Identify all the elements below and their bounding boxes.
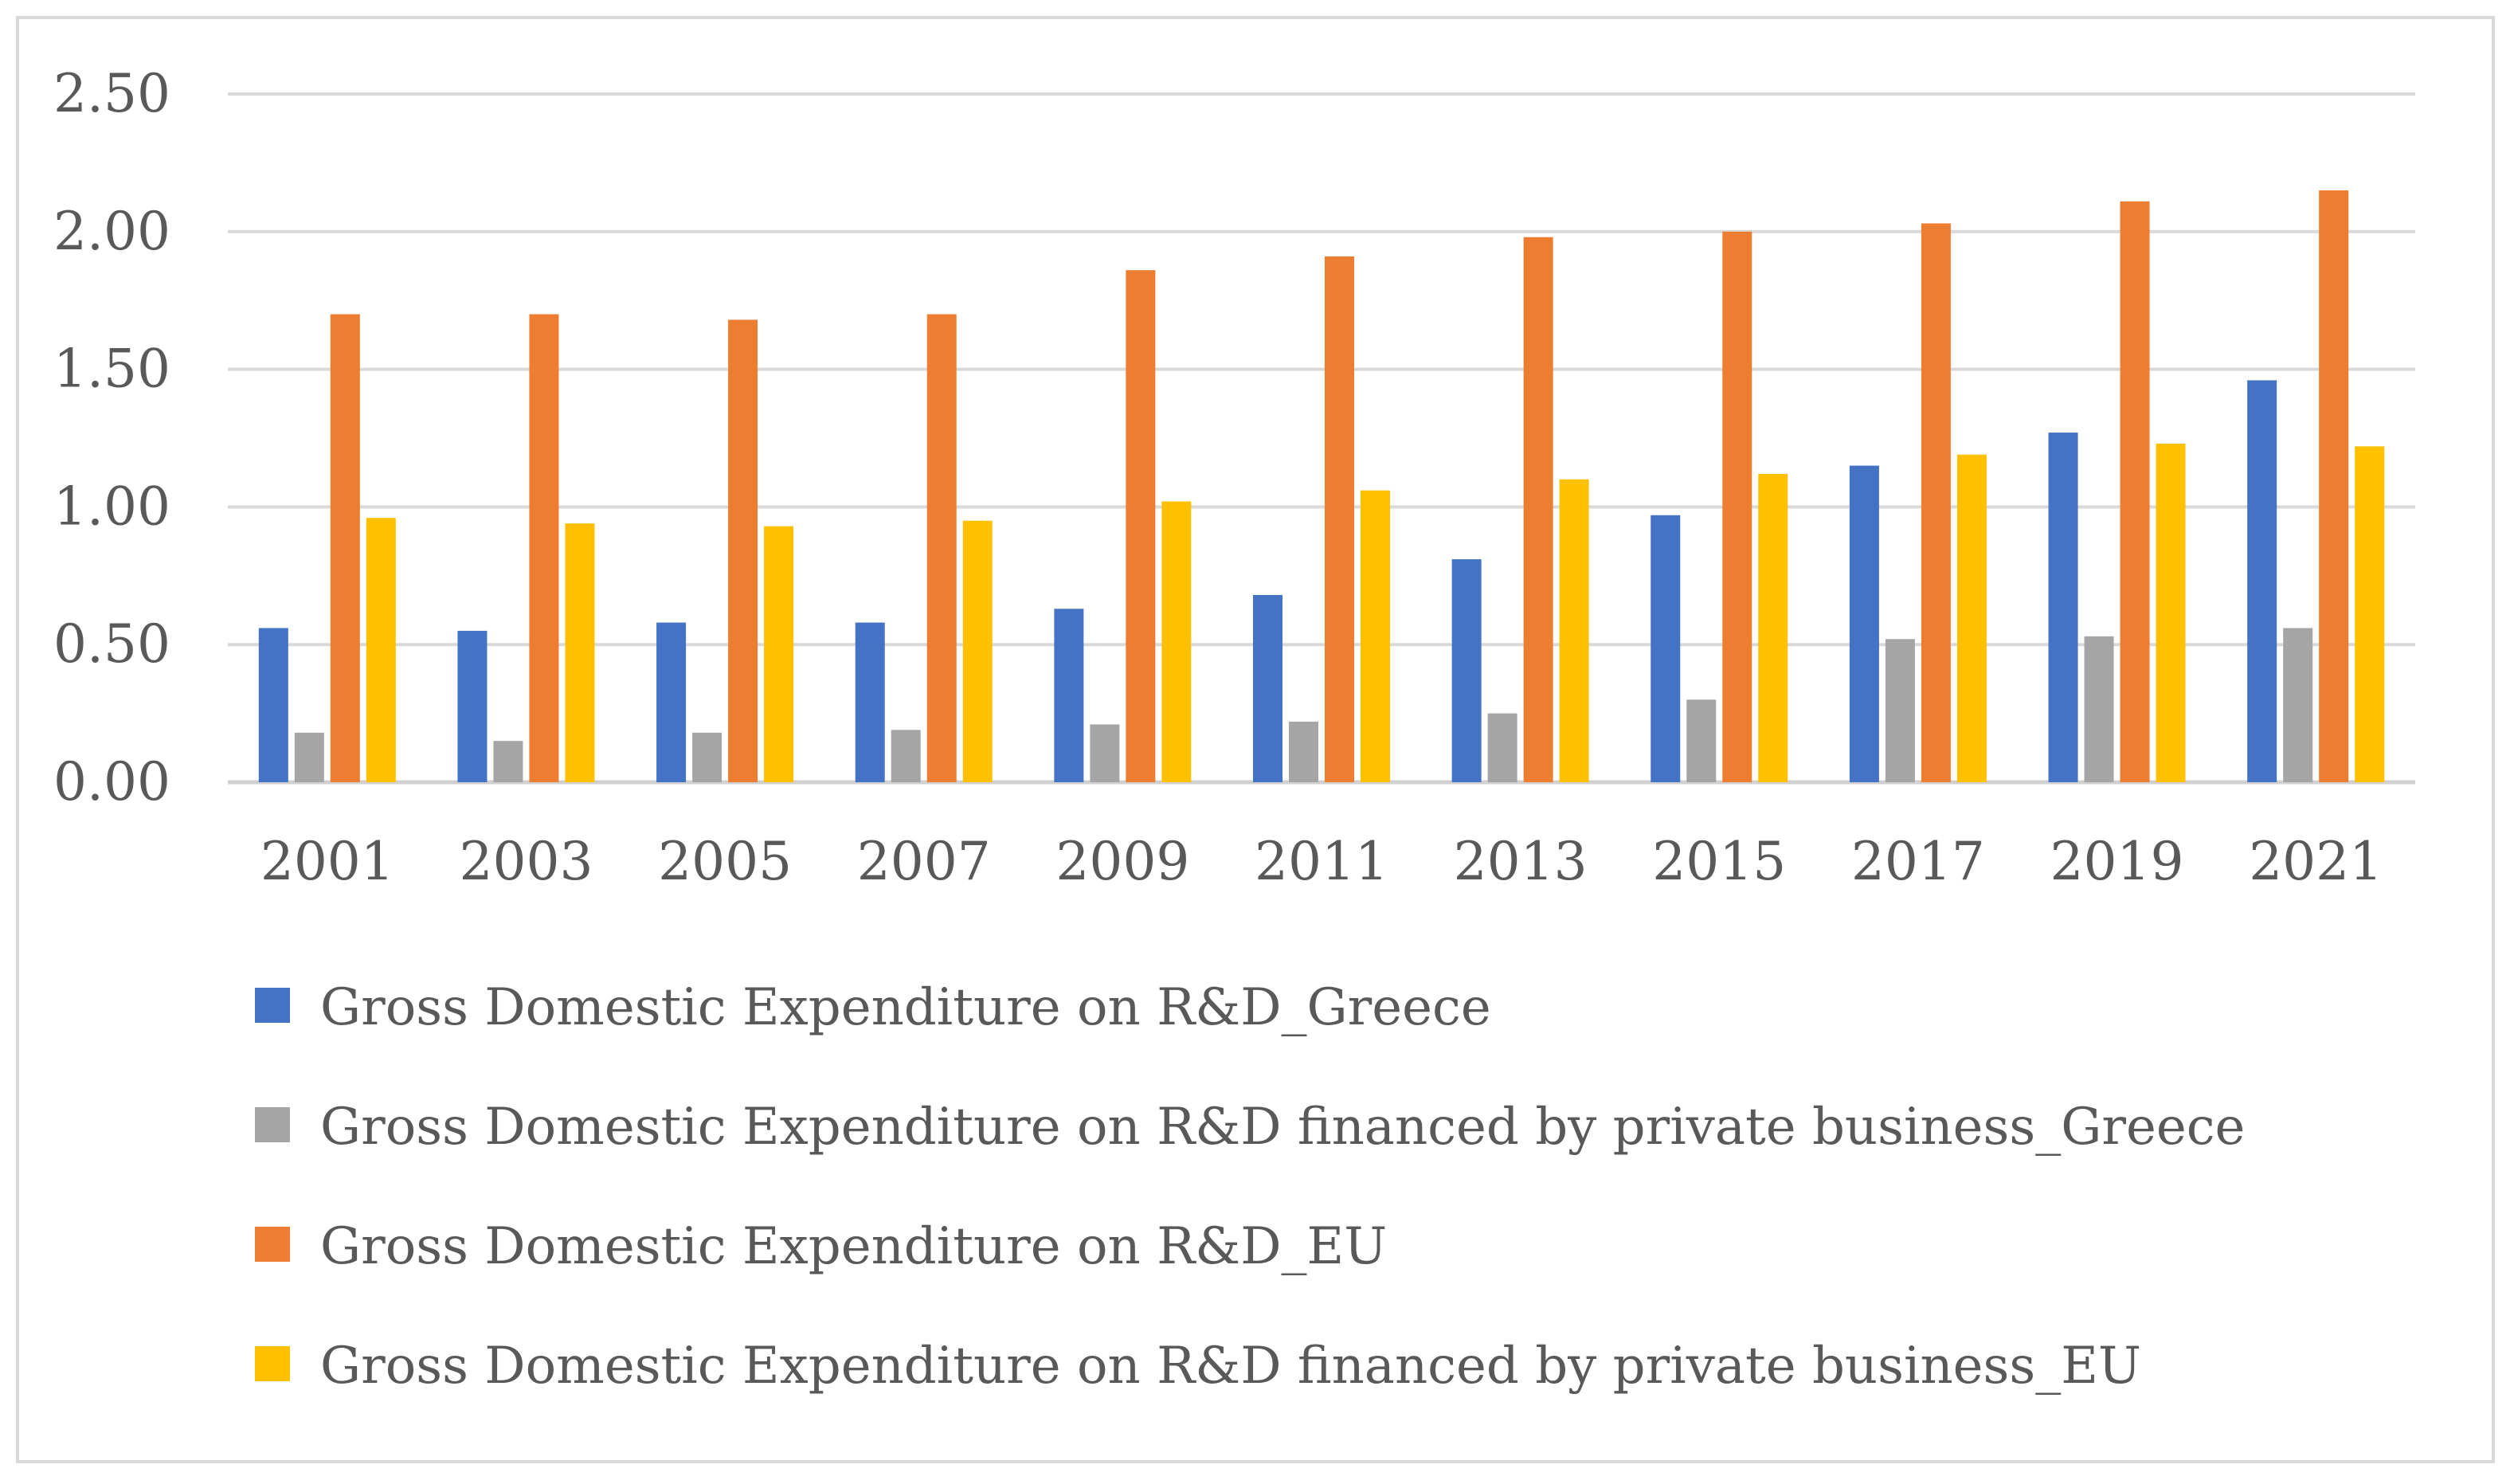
bar-2011-series-4 [1361, 490, 1390, 782]
bar-2007-series-4 [962, 520, 993, 782]
bar-2021-series-1 [2247, 380, 2277, 782]
bar-2019-series-4 [2156, 443, 2186, 782]
bar-2013-series-1 [1451, 559, 1482, 782]
x-tick-label: 2021 [2249, 831, 2383, 892]
bar-2021-series-2 [2283, 628, 2313, 782]
y-tick-label: 1.00 [53, 476, 170, 537]
bar-2019-series-1 [2048, 433, 2078, 782]
bar-2019-series-3 [2120, 201, 2150, 782]
x-tick-label: 2011 [1255, 831, 1388, 892]
bar-2005-series-1 [656, 622, 687, 782]
bar-chart: 0.000.501.001.502.002.50 2001 2003 2005 200… [53, 63, 2415, 1396]
legend-label: Gross Domestic Expenditure on R&D_Greece [320, 978, 1491, 1037]
chart-frame: 0.00 0.50 1.00 1.50 2.00 2.50 2001 2003 2005 200… [16, 16, 2495, 1463]
bar-2001-series-3 [330, 314, 360, 783]
bars [258, 190, 2385, 783]
bar-2007-series-2 [891, 730, 921, 782]
bar-2011-series-1 [1253, 594, 1282, 782]
bar-2003-series-3 [529, 314, 559, 783]
bar-2007-series-3 [926, 314, 957, 783]
y-tick-label: 2.00 [53, 201, 170, 262]
bar-2001-series-1 [258, 628, 288, 782]
legend: Gross Domestic Expenditure on R&D_Greece… [255, 978, 2245, 1396]
y-tick-label: 2.50 [53, 63, 170, 124]
legend-swatch [255, 1227, 290, 1262]
x-axis-tick-labels: 2001 2003 2005 2007 2009 2011 2013 2015 2017 2019… [260, 831, 2383, 892]
bar-2021-series-3 [2319, 190, 2349, 782]
bar-2009-series-4 [1161, 501, 1192, 782]
y-tick-label: 1.50 [53, 339, 170, 400]
bar-2005-series-3 [728, 319, 758, 783]
bar-2017-series-2 [1885, 639, 1915, 782]
bar-2009-series-1 [1054, 609, 1084, 782]
legend-swatch [255, 1346, 290, 1381]
x-tick-label: 2003 [459, 831, 593, 892]
x-tick-label: 2007 [857, 831, 991, 892]
legend-label: Gross Domestic Expenditure on R&D financ… [320, 1098, 2245, 1157]
bar-2015-series-4 [1758, 473, 1788, 782]
x-tick-label: 2019 [2050, 831, 2184, 892]
x-tick-label: 2017 [1851, 831, 1985, 892]
bar-2017-series-4 [1956, 454, 1987, 782]
legend-swatch [255, 1107, 290, 1142]
bar-2003-series-1 [457, 630, 488, 782]
legend-swatch [255, 988, 290, 1023]
bar-2017-series-3 [1921, 223, 1951, 782]
bar-2015-series-3 [1722, 231, 1752, 782]
bar-2011-series-3 [1325, 256, 1354, 782]
bar-2001-series-4 [366, 518, 396, 782]
bar-2005-series-2 [692, 732, 722, 782]
legend-label: Gross Domestic Expenditure on R&D financ… [320, 1337, 2141, 1396]
legend-label: Gross Domestic Expenditure on R&D_EU [320, 1217, 1387, 1276]
bar-2017-series-1 [1849, 465, 1879, 782]
bar-2015-series-1 [1651, 515, 1681, 782]
bar-2015-series-2 [1686, 699, 1717, 782]
x-tick-label: 2013 [1454, 831, 1588, 892]
bar-2007-series-1 [855, 622, 885, 782]
bar-2013-series-4 [1559, 479, 1589, 782]
bar-2011-series-2 [1289, 721, 1318, 782]
bar-2009-series-2 [1090, 724, 1120, 782]
y-tick-label: 0.00 [53, 751, 170, 812]
bar-2013-series-3 [1523, 237, 1553, 782]
bar-2019-series-2 [2084, 636, 2114, 782]
bar-2005-series-4 [764, 526, 794, 782]
bar-2001-series-2 [294, 732, 324, 782]
bar-2009-series-3 [1126, 270, 1156, 783]
bar-2003-series-2 [493, 741, 523, 782]
x-tick-label: 2009 [1055, 831, 1189, 892]
x-tick-label: 2001 [260, 831, 394, 892]
bar-2003-series-4 [565, 523, 595, 782]
x-tick-label: 2005 [658, 831, 792, 892]
bar-2021-series-4 [2355, 446, 2385, 782]
y-axis-tick-labels: 0.00 0.50 1.00 1.50 2.00 2.50 [53, 63, 170, 812]
x-tick-label: 2015 [1652, 831, 1786, 892]
bar-2013-series-2 [1487, 713, 1517, 782]
y-tick-label: 0.50 [53, 613, 170, 675]
